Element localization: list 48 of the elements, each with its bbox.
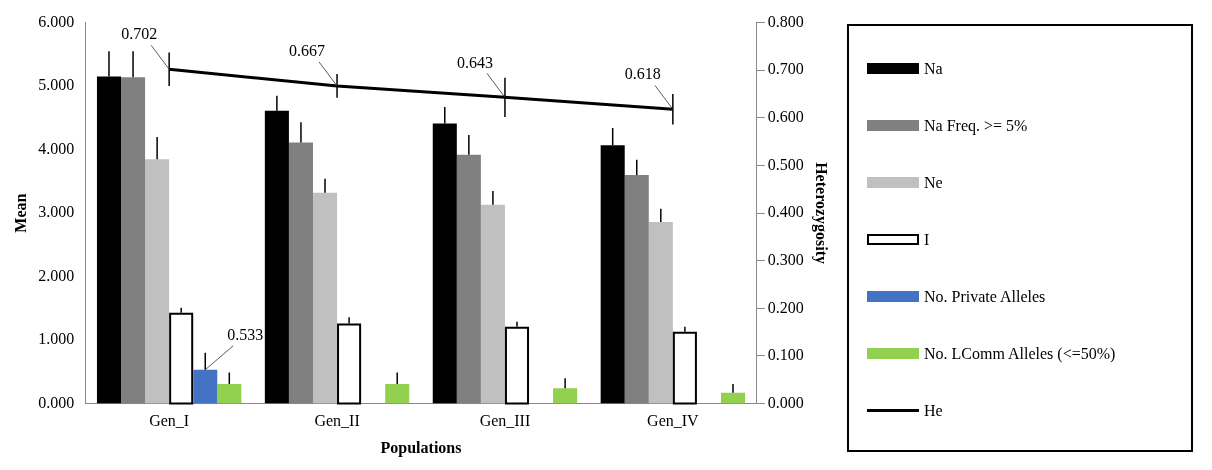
bar — [480, 204, 505, 404]
legend-label: No. Private Alleles — [924, 287, 1046, 306]
bar — [288, 142, 313, 404]
y-tick-label: 6.000 — [38, 12, 75, 30]
legend-label: He — [924, 401, 943, 420]
data-label: 0.533 — [227, 325, 264, 343]
y-tick-label: 1.000 — [38, 330, 75, 348]
y2-tick-label: 0.000 — [767, 393, 804, 411]
legend-label: No. LComm Alleles (<=50%) — [924, 344, 1116, 363]
y2-tick-label: 0.700 — [767, 60, 804, 78]
legend-label: I — [924, 230, 930, 249]
x-tick-label: Gen_III — [479, 412, 531, 430]
x-tick-label: Gen_I — [149, 412, 190, 430]
y2-tick-label: 0.100 — [767, 346, 804, 364]
bar — [217, 383, 242, 404]
y-tick-label: 3.000 — [38, 203, 75, 221]
bar — [121, 77, 146, 404]
y2-tick-label: 0.200 — [767, 298, 804, 316]
bar — [312, 192, 338, 404]
y-tick-label: 4.000 — [38, 139, 75, 157]
bar — [456, 154, 481, 404]
bar — [648, 221, 673, 404]
bar — [145, 159, 170, 404]
bar — [385, 383, 410, 404]
y2-tick-label: 0.500 — [767, 155, 804, 173]
legend-label: Na — [924, 59, 943, 78]
data-label: 0.643 — [456, 53, 493, 71]
y2-tick-label: 0.300 — [767, 250, 804, 268]
y-axis-title: Mean — [11, 193, 29, 233]
data-label: 0.667 — [289, 42, 326, 60]
y2-tick-label: 0.400 — [767, 203, 804, 221]
bar — [193, 369, 218, 404]
data-label: 0.618 — [624, 65, 661, 83]
x-tick-label: Gen_IV — [647, 412, 700, 430]
bar — [553, 388, 578, 404]
y2-tick-label: 0.800 — [767, 12, 804, 30]
y-tick-label: 5.000 — [38, 76, 75, 94]
data-label: 0.702 — [121, 25, 158, 43]
legend-label: Ne — [924, 173, 943, 192]
bar — [624, 175, 649, 404]
y-tick-label: 0.000 — [38, 393, 75, 411]
legend-label: Na Freq. >= 5% — [924, 116, 1028, 135]
y-tick-label: 2.000 — [38, 266, 75, 284]
y2-axis-title: Heterozygosity — [812, 162, 831, 265]
bar — [720, 392, 746, 404]
y2-tick-label: 0.600 — [767, 108, 804, 126]
x-axis-title: Populations — [380, 438, 462, 457]
x-tick-label: Gen_II — [314, 412, 360, 430]
